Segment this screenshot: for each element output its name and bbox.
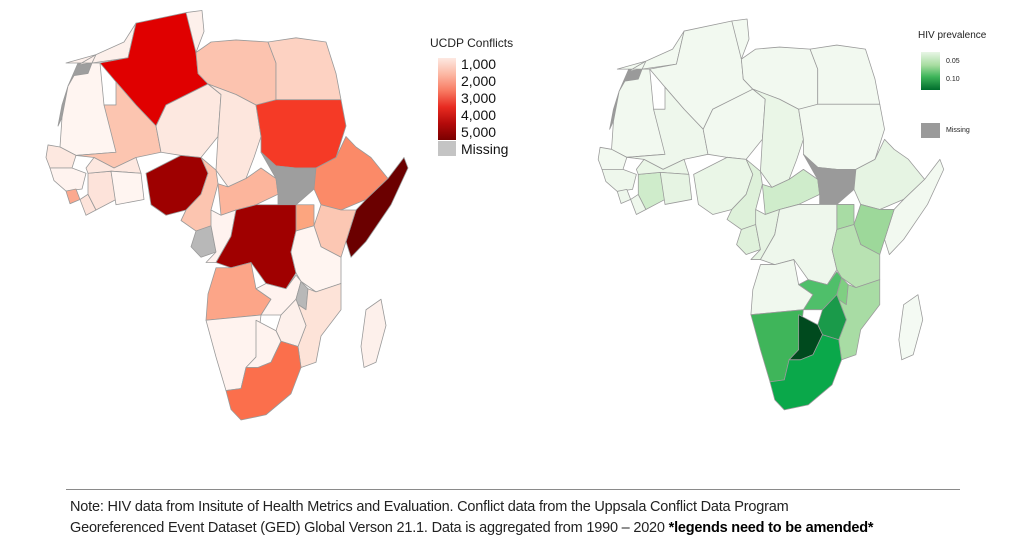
note-emphasis: *legends need to be amended* <box>668 520 874 536</box>
country-guinea <box>49 167 87 192</box>
hiv-legend-title: HIV prevalence <box>918 30 987 41</box>
note-line-2: Georeferenced Event Dataset (GED) Global… <box>70 518 1020 539</box>
country-gabon <box>736 224 761 255</box>
note-line-2-text: Georeferenced Event Dataset (GED) Global… <box>70 520 669 536</box>
country-drc <box>760 204 838 286</box>
conflict-legend-label: Missing <box>461 141 509 157</box>
conflict-legend-label: 5,000 <box>461 124 497 140</box>
conflict-legend-missing-swatch <box>438 141 456 156</box>
country-ghana <box>659 171 693 205</box>
country-guinea <box>601 168 637 192</box>
country-egypt <box>809 44 881 105</box>
note-line-1: Note: HIV data from Insitute of Health M… <box>70 499 789 515</box>
hiv-choropleth-map <box>597 18 945 411</box>
country-sudan <box>255 99 347 169</box>
country-mozambique <box>297 283 342 368</box>
country-south-sudan <box>260 151 317 206</box>
country-south-africa <box>225 340 302 421</box>
country-mali <box>75 81 162 169</box>
country-sudan <box>798 103 885 170</box>
country-sierra-leone <box>616 189 632 204</box>
footer-divider <box>66 489 960 490</box>
conflict-legend-label: 4,000 <box>461 107 497 123</box>
country-drc <box>215 204 297 290</box>
country-sierra-leone <box>65 188 81 205</box>
footer-note: Note: HIV data from Insitute of Health M… <box>70 497 1020 539</box>
country-south-africa <box>769 334 842 411</box>
conflict-legend-label: 2,000 <box>461 73 497 89</box>
hiv-legend-gradient <box>921 52 940 90</box>
country-south-sudan <box>803 153 857 205</box>
conflict-legend-label: 3,000 <box>461 90 497 106</box>
country-egypt <box>267 37 342 101</box>
hiv-legend-missing-swatch <box>921 123 940 138</box>
conflict-legend-gradient <box>438 58 456 140</box>
conflict-choropleth-map <box>45 10 409 421</box>
conflict-legend-title: UCDP Conflicts <box>430 36 514 50</box>
country-ghana <box>110 170 145 206</box>
hiv-legend-missing-label: Missing <box>946 127 970 134</box>
country-mozambique <box>838 279 881 361</box>
country-madagascar <box>360 298 387 368</box>
hiv-legend-label: 0.05 <box>946 58 960 65</box>
conflict-legend: UCDP Conflicts 1,000 2,000 3,000 4,000 5… <box>420 36 540 157</box>
conflict-legend-label: 1,000 <box>461 56 497 72</box>
country-tunisia <box>185 10 205 53</box>
country-gabon <box>190 225 217 258</box>
country-mali <box>626 86 709 170</box>
country-tunisia <box>731 18 750 60</box>
country-madagascar <box>898 294 924 361</box>
hiv-legend-label: 0.10 <box>946 76 960 83</box>
hiv-legend: HIV prevalence 0.05 0.10 Missing <box>918 30 1018 138</box>
